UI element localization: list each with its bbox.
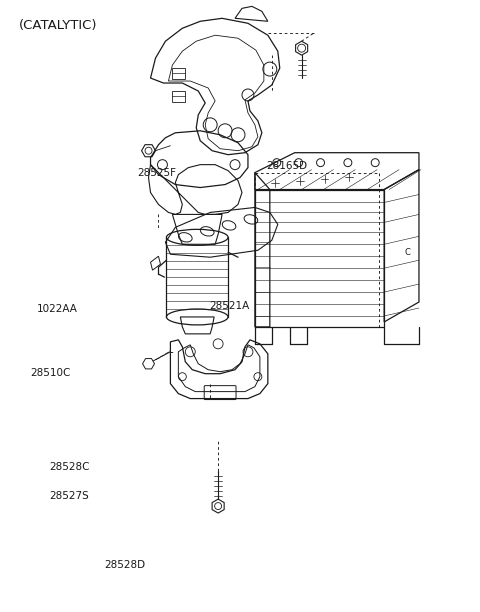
Text: 28527S: 28527S [49, 491, 89, 501]
Text: 28528C: 28528C [49, 463, 90, 472]
Text: C: C [404, 248, 410, 257]
Text: 28165D: 28165D [266, 161, 307, 171]
Text: 28528D: 28528D [104, 560, 145, 570]
Text: 28510C: 28510C [30, 368, 71, 378]
Text: (CATALYTIC): (CATALYTIC) [19, 20, 98, 32]
Text: 28525F: 28525F [137, 168, 176, 178]
Text: 28521A: 28521A [209, 301, 249, 311]
Text: 1022AA: 1022AA [37, 304, 78, 314]
